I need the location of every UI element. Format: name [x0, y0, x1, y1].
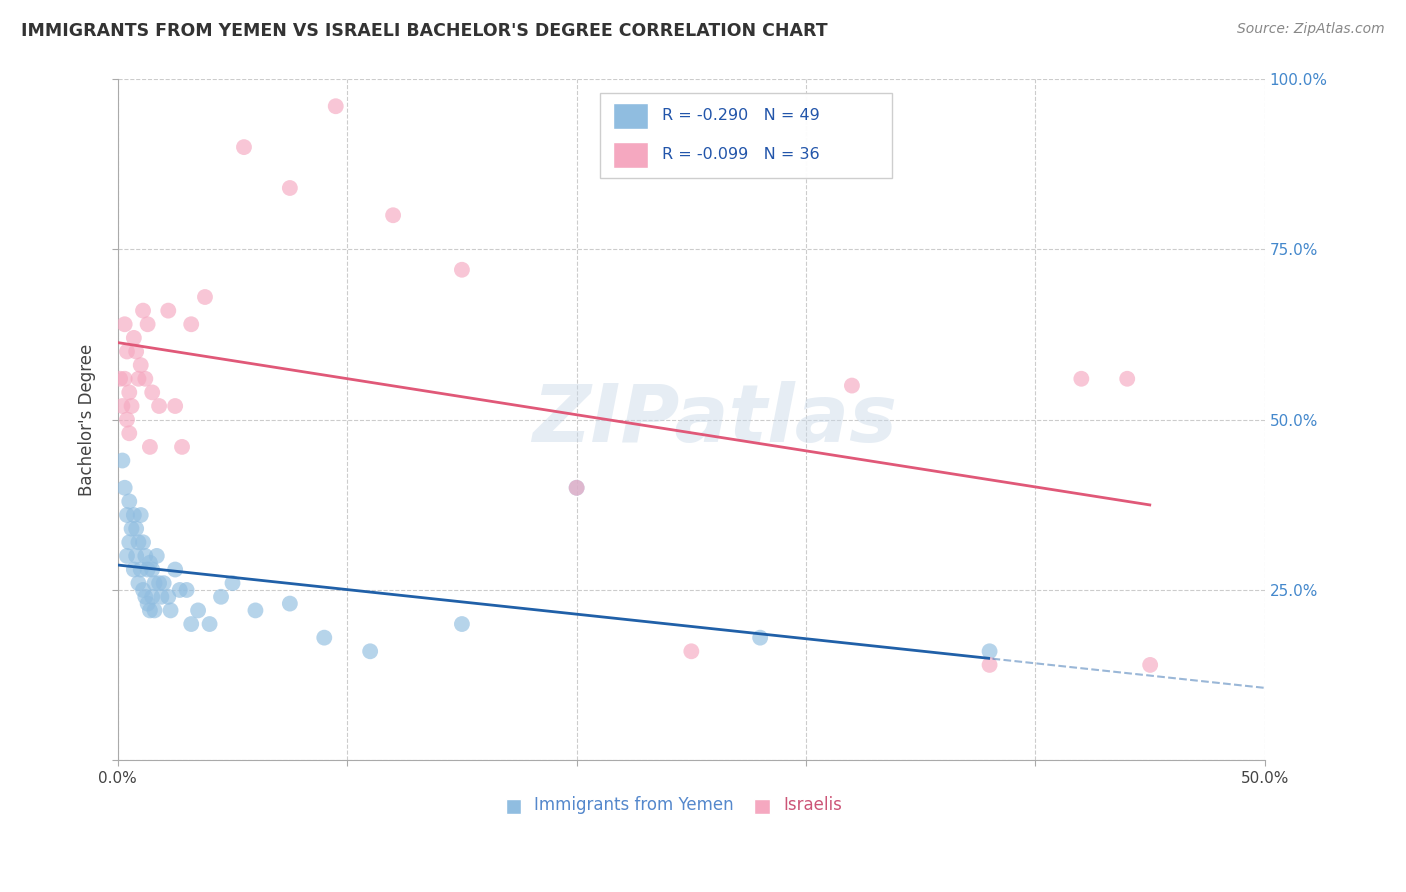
Point — [451, 262, 474, 277]
Point — [565, 481, 588, 495]
Point — [681, 644, 703, 658]
Point — [115, 508, 138, 522]
Point — [118, 494, 141, 508]
Point — [159, 603, 181, 617]
Point — [114, 318, 136, 332]
Point — [122, 331, 145, 345]
Point — [278, 181, 301, 195]
Point — [141, 385, 163, 400]
Text: Immigrants from Yemen: Immigrants from Yemen — [534, 796, 734, 814]
Point — [141, 562, 163, 576]
Point — [170, 440, 193, 454]
Point — [157, 590, 180, 604]
Point — [132, 303, 155, 318]
Point — [382, 208, 405, 222]
Text: ZIPatlas: ZIPatlas — [531, 381, 897, 458]
FancyBboxPatch shape — [599, 93, 891, 178]
Point — [979, 657, 1001, 672]
Point — [139, 440, 162, 454]
Point — [114, 481, 136, 495]
Point — [111, 399, 134, 413]
Point — [129, 358, 152, 372]
FancyBboxPatch shape — [755, 799, 769, 814]
Point — [122, 508, 145, 522]
Point — [209, 590, 232, 604]
Point — [129, 562, 152, 576]
Point — [146, 549, 169, 563]
Point — [141, 590, 163, 604]
Point — [841, 378, 863, 392]
FancyBboxPatch shape — [613, 103, 648, 128]
Point — [115, 549, 138, 563]
Point — [165, 399, 187, 413]
Point — [979, 644, 1001, 658]
Point — [165, 562, 187, 576]
Point — [134, 372, 156, 386]
Text: IMMIGRANTS FROM YEMEN VS ISRAELI BACHELOR'S DEGREE CORRELATION CHART: IMMIGRANTS FROM YEMEN VS ISRAELI BACHELO… — [21, 22, 828, 40]
Point — [127, 535, 149, 549]
Point — [111, 453, 134, 467]
Point — [136, 562, 159, 576]
Point — [121, 399, 143, 413]
Point — [278, 597, 301, 611]
Point — [325, 99, 347, 113]
Text: Israelis: Israelis — [783, 796, 842, 814]
Point — [1139, 657, 1161, 672]
Point — [565, 481, 588, 495]
Point — [314, 631, 336, 645]
Point — [108, 372, 131, 386]
Text: R = -0.099   N = 36: R = -0.099 N = 36 — [661, 147, 820, 162]
Text: R = -0.290   N = 49: R = -0.290 N = 49 — [661, 108, 820, 123]
Point — [127, 576, 149, 591]
Point — [115, 344, 138, 359]
Point — [1070, 372, 1092, 386]
Point — [132, 582, 155, 597]
Point — [1116, 372, 1139, 386]
Point — [187, 603, 209, 617]
Point — [129, 508, 152, 522]
Point — [118, 426, 141, 441]
Point — [198, 617, 221, 632]
Point — [132, 535, 155, 549]
Point — [118, 385, 141, 400]
Point — [136, 318, 159, 332]
Point — [134, 549, 156, 563]
Point — [148, 576, 170, 591]
FancyBboxPatch shape — [506, 799, 520, 814]
FancyBboxPatch shape — [613, 142, 648, 168]
Point — [150, 590, 173, 604]
Point — [121, 522, 143, 536]
Point — [125, 344, 148, 359]
Point — [194, 290, 217, 304]
Point — [122, 562, 145, 576]
Point — [180, 617, 202, 632]
Point — [127, 372, 149, 386]
Point — [125, 522, 148, 536]
Point — [143, 603, 166, 617]
Point — [176, 582, 198, 597]
Point — [139, 556, 162, 570]
Point — [148, 399, 170, 413]
Point — [157, 303, 180, 318]
Point — [152, 576, 174, 591]
Point — [169, 582, 191, 597]
Point — [180, 318, 202, 332]
Y-axis label: Bachelor's Degree: Bachelor's Degree — [79, 343, 96, 496]
Point — [749, 631, 772, 645]
Point — [115, 412, 138, 426]
Point — [125, 549, 148, 563]
Point — [134, 590, 156, 604]
Point — [359, 644, 381, 658]
Point — [139, 603, 162, 617]
Point — [118, 535, 141, 549]
Point — [245, 603, 267, 617]
Point — [114, 372, 136, 386]
Point — [221, 576, 243, 591]
Point — [451, 617, 474, 632]
Point — [233, 140, 256, 154]
Text: Source: ZipAtlas.com: Source: ZipAtlas.com — [1237, 22, 1385, 37]
Point — [143, 576, 166, 591]
Point — [136, 597, 159, 611]
